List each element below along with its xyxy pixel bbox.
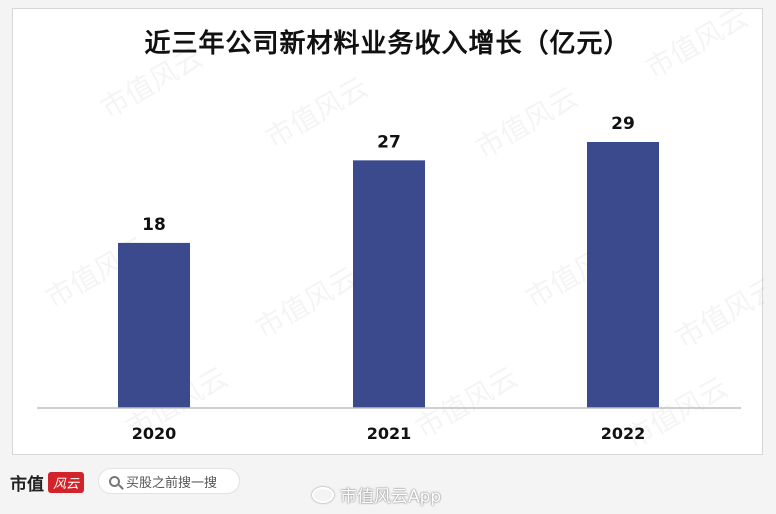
search-placeholder: 买股之前搜一搜 [126,475,218,491]
bar-2021 [353,160,425,408]
watermark-text: 市值风云 [670,270,764,355]
data-label-2022: 29 [611,114,635,134]
weibo-icon [312,486,334,503]
bars-group [118,142,659,408]
watermark-text: 市值风云 [470,80,584,165]
x-tick-label-2022: 2022 [601,424,646,443]
brand-text: 市值 [10,475,44,495]
search-icon [109,475,120,487]
footer-bar: 市值 风云 买股之前搜一搜 市值风云App [0,462,776,514]
x-tick-label-2021: 2021 [367,424,412,443]
bar-2020 [118,242,190,408]
data-label-2020: 18 [142,215,166,235]
bar-2022 [587,142,659,408]
search-box[interactable]: 买股之前搜一搜 [98,468,240,494]
brand-logo[interactable]: 市值 风云 [10,470,85,495]
weibo-label: 市值风云App [340,487,442,507]
brand-badge: 风云 [48,472,85,493]
chart-title: 近三年公司新材料业务收入增长（亿元） [144,29,631,59]
chart-card: 市值风云 市值风云 市值风云 市值风云 市值风云 市值风云 市值风云 市值风云 市值风云 市值风云… [12,8,764,455]
labels-group: 18 2020 27 2021 29 2022 [132,114,646,443]
watermark-text: 市值风云 [410,360,524,445]
weibo-watermark: 市值风云App [312,482,441,507]
data-label-2021: 27 [377,132,401,152]
watermark-text: 市值风云 [250,260,364,345]
watermark-text: 市值风云 [260,70,374,155]
x-tick-label-2020: 2020 [132,424,177,443]
